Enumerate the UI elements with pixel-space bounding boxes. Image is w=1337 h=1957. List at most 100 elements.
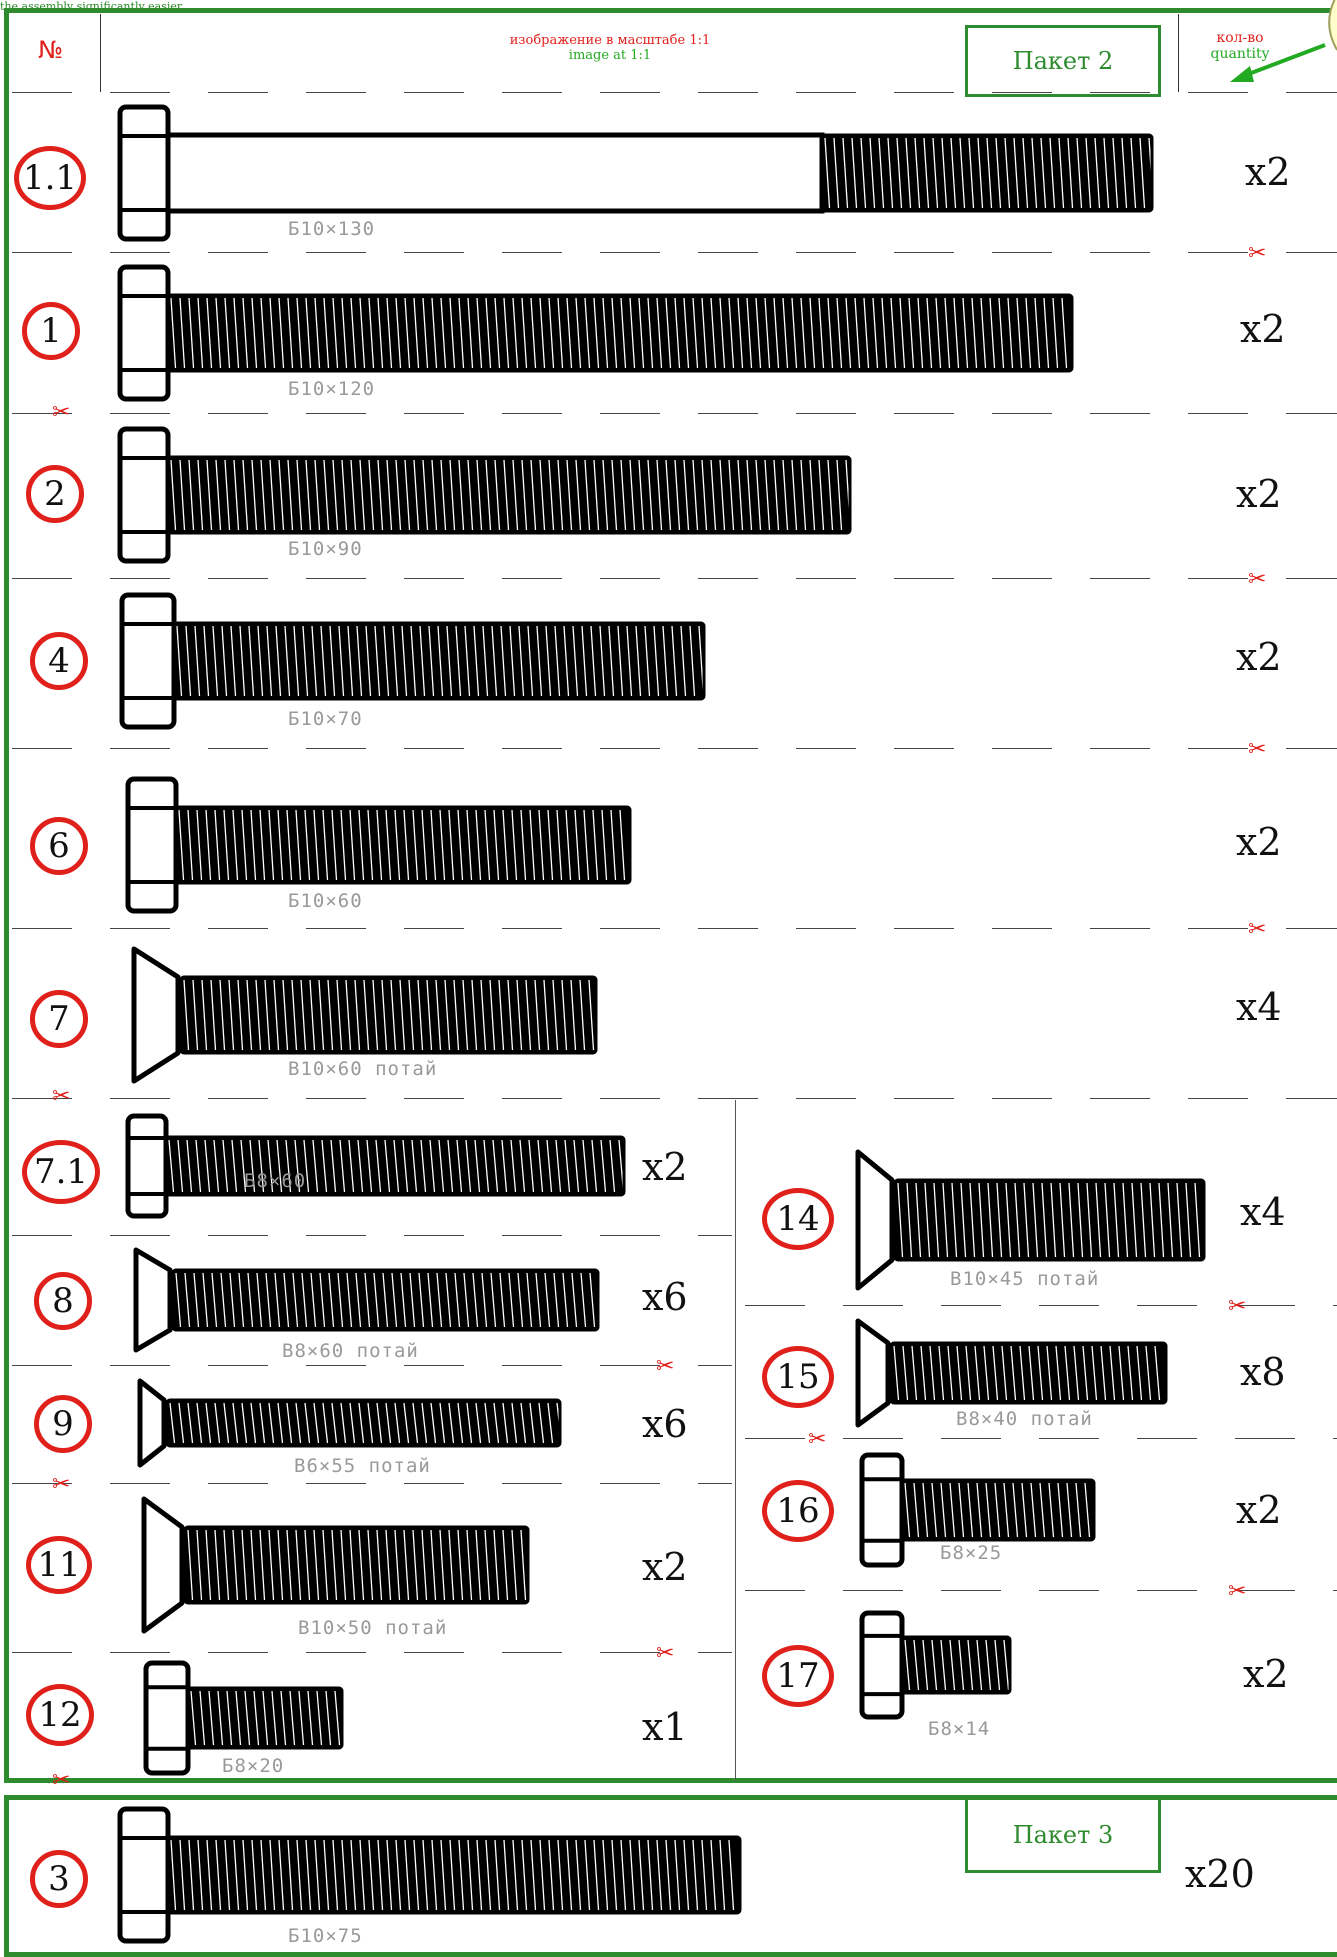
item-quantity: x4 — [1240, 1190, 1286, 1234]
thread-lines-icon — [170, 1839, 735, 1911]
item-quantity: x6 — [642, 1402, 688, 1446]
row-separator — [12, 1098, 1337, 1099]
item-number-badge: 4 — [30, 632, 88, 690]
countersunk-head-icon — [133, 1247, 173, 1353]
hex-head-icon — [859, 1610, 905, 1720]
package-3-frame — [4, 1795, 1337, 1957]
scissors-icon: ✂ — [52, 1472, 71, 1497]
header-divider-left — [100, 14, 101, 92]
bolt-size-label: В6×55 потай — [294, 1455, 431, 1477]
scissors-icon: ✂ — [1248, 567, 1267, 592]
scissors-icon: ✂ — [1228, 1294, 1247, 1319]
bolt-size-label: В10×60 потай — [288, 1058, 438, 1080]
hex-head-icon — [117, 426, 171, 564]
quantity-header-ru: кол-во — [1216, 30, 1264, 46]
item-quantity: x2 — [642, 1145, 688, 1189]
item-quantity: x2 — [1240, 307, 1286, 351]
thread-outline-icon — [820, 133, 1154, 213]
scissors-icon: ✂ — [1248, 737, 1267, 762]
scissors-icon: ✂ — [52, 1084, 71, 1109]
thread-icon — [902, 1637, 1010, 1693]
scissors-icon: ✂ — [808, 1427, 827, 1452]
thread-outline-icon — [171, 1268, 600, 1332]
countersunk-head-icon — [137, 1378, 167, 1468]
countersunk-head-icon — [141, 1496, 185, 1634]
row-separator — [12, 252, 1337, 253]
item-quantity: x8 — [1240, 1350, 1286, 1394]
bolt-size-label: В10×45 потай — [950, 1268, 1100, 1290]
thread-outline-icon — [893, 1178, 1206, 1262]
thread-lines-icon — [190, 1690, 341, 1746]
item-quantity: x2 — [1236, 1488, 1282, 1532]
item-number-badge: 17 — [762, 1645, 834, 1707]
scissors-icon: ✂ — [52, 1768, 71, 1793]
bolt-size-label: Б8×20 — [222, 1755, 285, 1777]
item-number-badge: 6 — [30, 817, 88, 875]
hex-head-icon — [117, 264, 171, 402]
scale-header-en: image at 1:1 — [568, 48, 652, 63]
row-separator — [12, 1235, 732, 1236]
thread-outline-icon — [183, 1525, 530, 1605]
row-separator — [745, 1590, 1337, 1591]
bolt-size-label: Б10×120 — [288, 378, 376, 400]
item-quantity: x20 — [1185, 1852, 1255, 1896]
item-quantity: x2 — [642, 1545, 688, 1589]
item-quantity: x4 — [1236, 985, 1282, 1029]
row-separator — [12, 1365, 732, 1366]
thread-lines-icon — [904, 1639, 1010, 1691]
row-separator — [12, 413, 1337, 414]
row-separator — [12, 1652, 732, 1653]
row-separator — [12, 1483, 732, 1484]
thread-outline-icon — [889, 1341, 1168, 1405]
row-separator — [12, 748, 1337, 749]
item-number-badge: 14 — [762, 1188, 834, 1250]
thread-icon — [181, 977, 596, 1053]
thread-lines-icon — [176, 625, 705, 697]
row-separator — [12, 92, 1337, 93]
bolt-size-label: Б10×75 — [288, 1925, 363, 1947]
thread-lines-icon — [175, 1272, 596, 1328]
hex-head-icon — [125, 1113, 169, 1219]
header-divider-right — [1178, 14, 1179, 92]
number-header: № — [38, 36, 63, 64]
hex-head-icon — [859, 1452, 905, 1568]
item-number-badge: 3 — [30, 1850, 88, 1908]
bolt-size-label: Б10×70 — [288, 708, 363, 730]
item-number-badge: 1.1 — [14, 146, 86, 210]
bolt-size-label: Б8×25 — [940, 1542, 1003, 1564]
scissors-icon: ✂ — [1248, 241, 1267, 266]
item-number-badge: 1 — [22, 302, 80, 360]
countersunk-head-icon — [855, 1149, 895, 1291]
scissors-icon: ✂ — [656, 1641, 675, 1666]
item-quantity: x1 — [642, 1705, 688, 1749]
item-number-badge: 8 — [34, 1272, 92, 1330]
hex-head-icon — [143, 1660, 191, 1776]
scissors-icon: ✂ — [1248, 917, 1267, 942]
package-2-label: Пакет 2 — [965, 25, 1161, 97]
bolt-size-label: Б10×90 — [288, 538, 363, 560]
scale-header-ru: изображение в масштабе 1:1 — [509, 33, 711, 48]
thread-outline-icon — [165, 1398, 562, 1448]
thread-lines-icon — [168, 1139, 625, 1193]
thread-lines-icon — [893, 1345, 1161, 1401]
countersunk-head-icon — [855, 1318, 891, 1428]
hex-head-icon — [125, 776, 179, 914]
item-quantity: x2 — [1245, 150, 1291, 194]
item-number-badge: 7.1 — [22, 1140, 100, 1204]
scissors-icon: ✂ — [52, 400, 71, 425]
item-number-badge: 15 — [762, 1346, 834, 1408]
scissors-icon: ✂ — [656, 1354, 675, 1379]
bolt-size-label: Б8×60 — [244, 1170, 307, 1192]
row-separator — [12, 928, 1337, 929]
thread-lines-icon — [187, 1529, 527, 1601]
split-divider-center — [735, 1100, 736, 1780]
row-separator — [745, 1438, 1337, 1439]
countersunk-head-icon — [131, 946, 181, 1084]
bolt-size-label: В8×60 потай — [282, 1340, 419, 1362]
package-3-label: Пакет 3 — [965, 1797, 1161, 1873]
thread-outline-icon — [179, 975, 598, 1055]
item-number-badge: 12 — [26, 1684, 94, 1746]
hex-head-icon — [117, 104, 171, 242]
thread-icon — [895, 1180, 1204, 1260]
